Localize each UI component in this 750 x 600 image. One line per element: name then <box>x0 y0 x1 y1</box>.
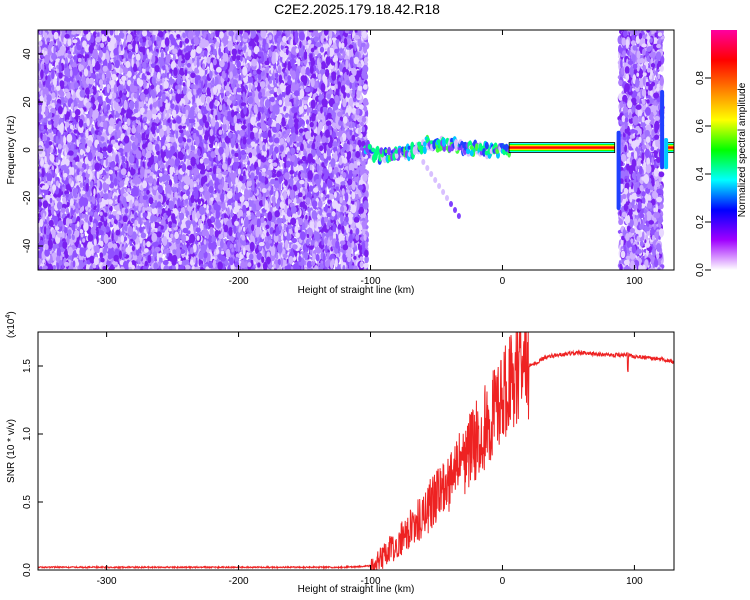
page-title: C2E2.2025.179.18.42.R18 <box>274 1 440 17</box>
heatmap-cell <box>110 205 113 212</box>
heatmap-cells <box>38 30 674 270</box>
